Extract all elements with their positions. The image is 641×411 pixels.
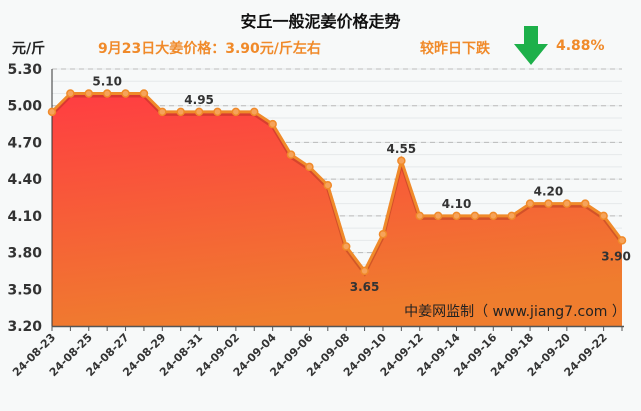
- y-tick-label: 4.40: [7, 172, 42, 188]
- data-point: [599, 211, 608, 221]
- y-tick-label: 4.70: [7, 135, 42, 151]
- data-label: 4.20: [534, 185, 564, 199]
- data-point: [452, 211, 461, 221]
- data-label: 4.55: [387, 142, 417, 156]
- data-point: [176, 107, 185, 117]
- data-label: 3.90: [601, 249, 631, 263]
- watermark: 中姜网监制（ www.jiang7.com ）: [404, 304, 626, 320]
- data-point: [47, 107, 57, 117]
- change-label: 较昨日下跌: [420, 41, 490, 57]
- data-point: [231, 107, 241, 117]
- data-point: [286, 150, 296, 159]
- chart-title: 安丘一般泥姜价格走势: [240, 12, 401, 31]
- data-point: [507, 211, 516, 221]
- data-point: [305, 162, 314, 172]
- data-label: 4.10: [442, 197, 472, 211]
- data-point: [415, 211, 424, 221]
- y-tick-label: 3.50: [7, 282, 42, 298]
- y-axis-unit: 元/斤: [12, 41, 46, 57]
- data-point: [580, 199, 590, 208]
- data-point: [470, 211, 480, 221]
- data-point: [323, 181, 333, 190]
- data-point: [158, 107, 167, 117]
- data-point: [562, 199, 572, 208]
- data-point: [525, 199, 535, 208]
- data-point: [360, 266, 369, 276]
- data-label: 4.95: [184, 93, 214, 107]
- data-point: [121, 89, 130, 98]
- y-tick-label: 3.20: [7, 319, 42, 335]
- data-point: [544, 199, 553, 208]
- price-subtitle: 9月23日大姜价格：3.90元/斤左右: [98, 41, 321, 57]
- y-tick-label: 3.80: [7, 246, 42, 262]
- data-label: 5.10: [92, 74, 122, 88]
- y-tick-label: 5.00: [7, 99, 42, 115]
- data-point: [489, 211, 498, 221]
- data-point: [194, 107, 204, 117]
- data-label: 3.65: [350, 280, 380, 294]
- price-area: [52, 93, 622, 326]
- data-point: [433, 211, 443, 221]
- data-point: [617, 236, 627, 245]
- change-value: 4.88%: [556, 38, 605, 54]
- data-point: [341, 242, 351, 251]
- data-point: [66, 89, 75, 98]
- y-tick-label: 5.30: [7, 62, 42, 78]
- data-point: [397, 156, 406, 166]
- data-point: [268, 119, 277, 129]
- data-point: [84, 89, 94, 98]
- data-point: [213, 107, 222, 117]
- arrow-down-icon: [513, 26, 549, 70]
- data-point: [139, 89, 149, 98]
- data-point: [378, 229, 388, 239]
- y-tick-label: 4.10: [7, 209, 42, 225]
- data-point: [102, 89, 112, 98]
- data-point: [250, 107, 259, 117]
